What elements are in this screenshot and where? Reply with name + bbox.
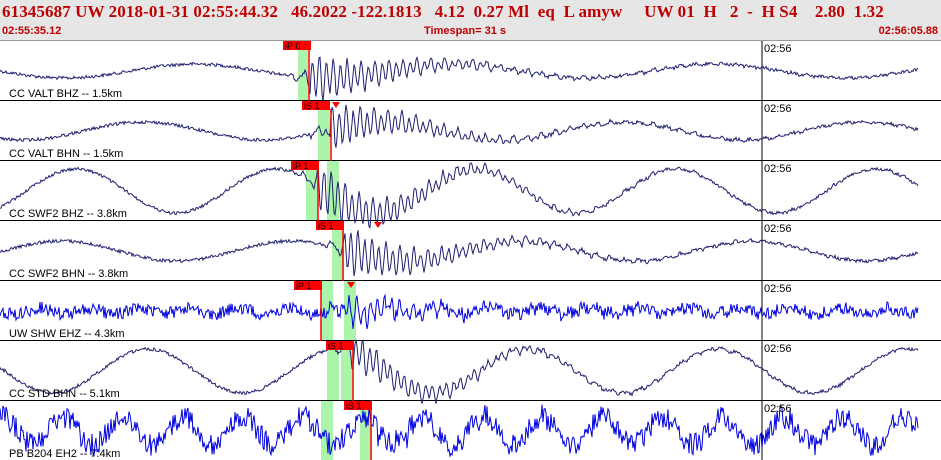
minute-label: 02:56 (764, 43, 792, 55)
minute-label: 02:56 (764, 343, 792, 355)
event-summary-line: 61345687 UW 2018-01-31 02:55:44.32 46.20… (2, 2, 884, 21)
pick-flag-label: iS 1 (346, 401, 362, 411)
station-label: PB B204 EH2 -- 7.4km (9, 448, 120, 460)
start-time: 02:55:35.12 (2, 25, 62, 37)
pick-flag-label: iS 1 (328, 341, 344, 351)
pick-window (306, 161, 318, 221)
end-time: 02:56:05.88 (878, 25, 938, 37)
waveform-trace (0, 56, 919, 102)
minute-label: 02:56 (764, 403, 792, 415)
pick-window (318, 101, 330, 161)
pick-flag-label: iP 1 (296, 281, 311, 291)
timespan-label: Timespan= 31 s (424, 25, 507, 37)
pick-flag[interactable] (291, 161, 319, 170)
minute-label: 02:56 (764, 103, 792, 115)
arrival-triangle-icon (332, 102, 340, 108)
pick-flag-label: iS 1 (318, 221, 334, 231)
minute-label: 02:56 (764, 163, 792, 175)
pick-flag[interactable] (326, 341, 354, 350)
station-label: UW SHW EHZ -- 4.3km (9, 328, 125, 340)
waveform-trace (0, 293, 919, 329)
minute-label: 02:56 (764, 223, 792, 235)
pick-flag[interactable] (302, 101, 330, 110)
pick-flag-label: iP 0 (285, 41, 300, 51)
seismogram-panels[interactable]: iP 0 02:56 CC VALT BHZ -- 1.5km iS 1 02:56 CC… (0, 41, 941, 460)
station-label: CC SWF2 BHN -- 3.8km (9, 268, 128, 280)
pick-flag[interactable] (283, 41, 311, 50)
pick-flag[interactable] (344, 401, 372, 410)
station-label: CC VALT BHN -- 1.5km (9, 148, 123, 160)
waveform-trace (0, 339, 919, 404)
arrival-triangle-icon (347, 282, 355, 288)
waveform-trace (0, 104, 919, 148)
seismogram-canvas[interactable]: iP 0 02:56 CC VALT BHZ -- 1.5km iS 1 02:56 CC… (0, 41, 941, 460)
pick-flag-label: iP 1 (293, 161, 308, 171)
event-header: 61345687 UW 2018-01-31 02:55:44.32 46.20… (0, 0, 941, 41)
minute-label: 02:56 (764, 283, 792, 295)
waveform-trace (0, 404, 919, 458)
waveform-trace (0, 161, 919, 229)
pick-flag[interactable] (294, 281, 322, 290)
pick-window (327, 341, 339, 401)
station-label: CC STD BHN -- 5.1km (9, 388, 120, 400)
arrival-triangle-icon (374, 222, 382, 228)
pick-window (341, 341, 353, 401)
waveform-trace (0, 230, 919, 277)
pick-flag-label: iS 1 (304, 101, 320, 111)
station-label: CC SWF2 BHZ -- 3.8km (9, 208, 127, 220)
station-label: CC VALT BHZ -- 1.5km (9, 88, 122, 100)
pick-flag[interactable] (316, 221, 344, 230)
pick-window (298, 41, 308, 101)
